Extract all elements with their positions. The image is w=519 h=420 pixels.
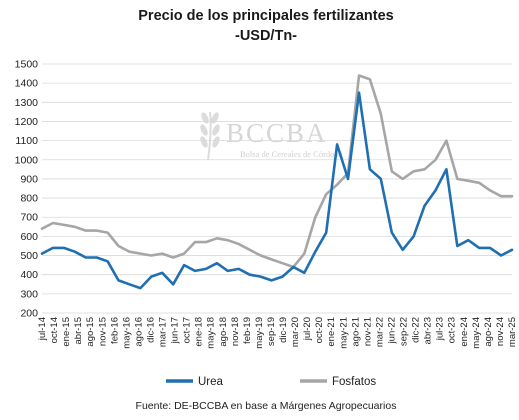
x-tick-label: ago-15 [85,317,96,347]
watermark-sub-text: Bolsa de Cereales de Córdoba [240,149,343,159]
x-tick-label: ene-21 [326,317,337,347]
x-tick-label: nov-15 [97,317,108,346]
x-tick-label: may-24 [471,317,482,349]
x-tick-label: dic-16 [145,317,156,343]
chart-title: Precio de los principales fertilizantes [138,8,393,24]
x-tick-label: abr-23 [423,317,434,344]
x-tick-label: ago-16 [133,317,144,347]
x-tick-label: nov-18 [230,317,241,346]
x-tick-label: ago-18 [218,317,229,347]
x-tick-label: oct-17 [182,317,193,343]
legend-urea-label: Urea [198,376,224,388]
x-tick-label: nov-21 [362,317,373,346]
watermark-main-text: BCCBA [226,118,328,148]
x-tick-label: may-18 [206,317,217,349]
x-tick-label: dic-19 [278,317,289,343]
x-tick-label: mar-17 [158,317,169,347]
series-lines [40,74,514,290]
x-tick-label: nov-24 [495,317,506,346]
x-axis: jul-14 oct-14 ene-15 abr-15 ago-15 nov-15 feb-… [37,317,518,349]
y-tick-label: 1200 [15,116,39,128]
x-tick-label: mar-25 [507,317,518,347]
y-tick-label: 1400 [15,78,39,90]
x-tick-label: oct-20 [314,317,325,343]
x-tick-label: abr-15 [73,317,84,344]
x-tick-label: ene-18 [194,317,205,347]
x-tick-label: jul-23 [435,317,446,341]
y-tick-label: 800 [20,193,38,205]
x-tick-label: feb-19 [242,317,253,344]
y-tick-label: 1300 [15,97,39,109]
x-tick-label: ene-15 [61,317,72,347]
legend: Urea Fosfatos [166,376,376,388]
x-tick-label: sep-19 [266,317,277,346]
x-tick-label: feb-16 [109,317,120,344]
y-tick-label: 700 [20,212,38,224]
x-tick-label: mar-20 [290,317,301,347]
x-tick-label: jun-22 [386,317,397,344]
x-tick-label: sep-22 [399,317,410,346]
x-tick-label: oct-14 [49,317,60,343]
y-axis: 200 300 400 500 600 700 800 900 1000 1100 1200 1300… [15,59,39,320]
y-tick-label: 1000 [15,154,39,166]
y-tick-label: 1500 [15,59,39,71]
y-tick-label: 500 [20,250,38,262]
chart-subtitle: -USD/Tn- [235,28,297,44]
series-line-urea [40,91,514,290]
y-tick-label: 1100 [15,135,38,147]
wheat-logo-icon [200,111,220,161]
y-tick-label: 600 [20,231,38,243]
x-tick-label: jul-14 [37,317,48,341]
y-tick-label: 400 [20,269,38,281]
x-tick-label: jul-20 [302,317,313,341]
y-tick-label: 300 [20,288,38,300]
x-tick-label: ago-21 [350,317,361,347]
x-tick-label: may-21 [338,317,349,349]
y-tick-label: 200 [20,308,38,320]
series-line-fosfatos [40,74,514,269]
x-tick-label: dic-22 [411,317,422,343]
legend-fosfatos-label: Fosfatos [332,376,376,388]
x-tick-label: ago-24 [483,317,494,347]
source-note: Fuente: DE-BCCBA en base a Márgenes Agro… [136,400,397,412]
y-tick-label: 900 [20,173,38,185]
x-tick-label: may-19 [254,317,265,349]
x-tick-label: may-16 [121,317,132,349]
x-tick-label: ene-24 [459,317,470,347]
gridlines [42,63,512,314]
x-tick-label: mar-22 [374,317,385,347]
bccba-watermark: BCCBA Bolsa de Cereales de Córdoba [200,111,343,161]
x-tick-label: oct-23 [447,317,458,343]
x-tick-label: jun-17 [170,317,181,344]
